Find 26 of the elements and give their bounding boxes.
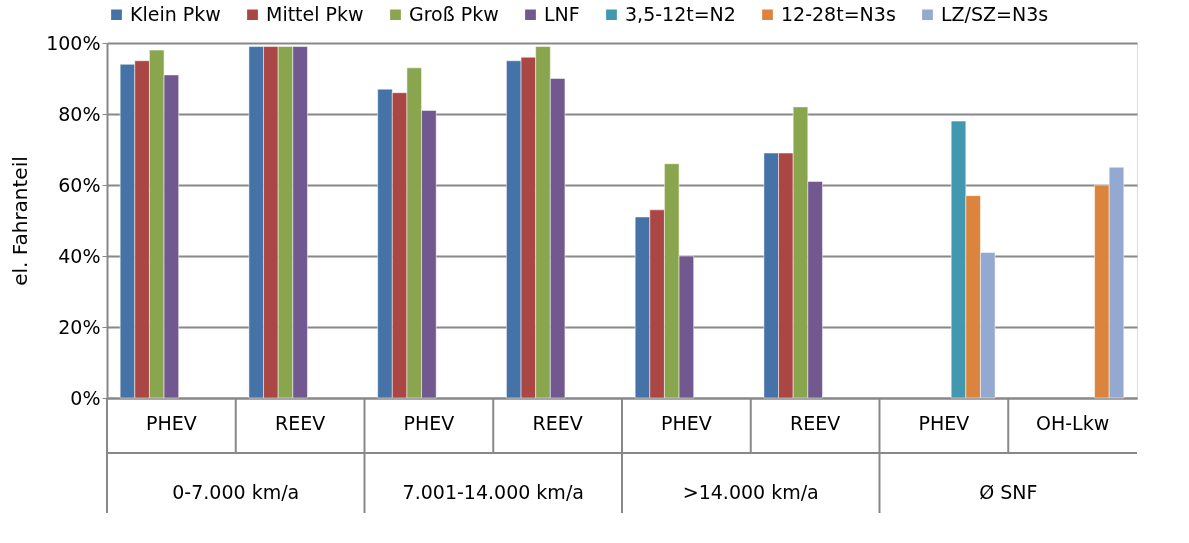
legend-label: LNF bbox=[544, 2, 580, 25]
text: 7.001-14.000 km/a bbox=[402, 481, 584, 503]
x-tick-label: OH-Lkw bbox=[1036, 411, 1110, 434]
x-tick-label: REEV bbox=[532, 411, 583, 434]
x-tick-label: PHEV bbox=[146, 411, 197, 434]
y-tick-label: 40% bbox=[58, 244, 101, 267]
x-tick-label: PHEV bbox=[661, 411, 712, 434]
legend-label: Groß Pkw bbox=[409, 2, 499, 25]
text: Ø SNF bbox=[979, 481, 1038, 503]
legend-label: Mittel Pkw bbox=[266, 2, 364, 25]
legend-label: Klein Pkw bbox=[130, 2, 221, 25]
x-tick-label: PHEV bbox=[918, 411, 970, 434]
y-tick-label: 80% bbox=[58, 102, 101, 125]
text: >14.000 km/a bbox=[682, 481, 819, 503]
x-tick-label: REEV bbox=[275, 411, 326, 434]
y-tick-label: 0% bbox=[70, 386, 101, 409]
y-tick-label: 100% bbox=[46, 31, 101, 54]
y-tick-label: 60% bbox=[58, 173, 101, 196]
y-tick-label: 20% bbox=[58, 315, 101, 338]
x-tick-label: REEV bbox=[790, 411, 841, 434]
y-axis-title: el. Fahranteil bbox=[8, 156, 33, 286]
x-tick-label: PHEV bbox=[403, 411, 455, 434]
legend-label: LZ/SZ=N3s bbox=[941, 2, 1049, 25]
legend-label: 3,5-12t=N2 bbox=[625, 2, 736, 25]
text: 0-7.000 km/a bbox=[172, 481, 300, 503]
legend-label: 12-28t=N3s bbox=[781, 2, 896, 25]
